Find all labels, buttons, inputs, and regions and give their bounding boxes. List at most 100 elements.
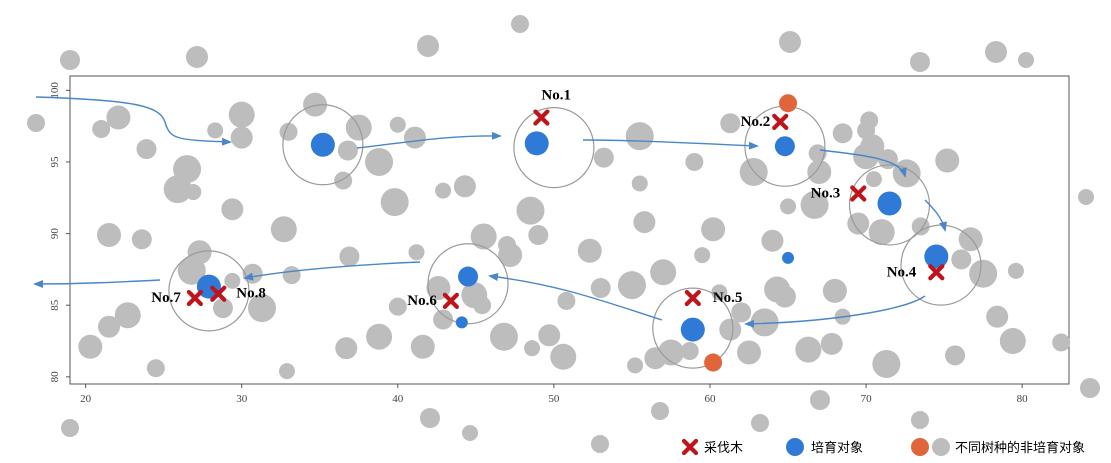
cut-tree-label: No.3 xyxy=(811,185,841,201)
cut-tree-mark xyxy=(533,109,550,126)
target-tree xyxy=(877,191,902,216)
background-tree xyxy=(651,402,669,420)
cut-tree-label: No.8 xyxy=(236,286,266,302)
background-tree xyxy=(847,212,870,235)
path-arrow xyxy=(356,131,502,149)
background-tree xyxy=(453,175,476,198)
background-tree xyxy=(511,15,529,33)
background-tree xyxy=(337,140,358,161)
background-tree xyxy=(1018,52,1034,68)
cut-tree-mark xyxy=(928,264,945,281)
background-tree xyxy=(408,244,425,261)
target-tree xyxy=(924,244,949,269)
background-tree xyxy=(550,343,577,370)
neighborhood-circle xyxy=(513,107,595,189)
path-arrow xyxy=(582,139,759,150)
path-arrow xyxy=(243,261,421,281)
background-tree xyxy=(627,357,644,374)
background-tree xyxy=(516,196,545,225)
background-tree xyxy=(650,259,677,286)
background-tree xyxy=(462,425,478,441)
background-tree xyxy=(1080,378,1100,398)
legend-other-symbol xyxy=(911,438,929,456)
background-tree xyxy=(810,390,830,410)
legend-cut-label: 采伐木 xyxy=(704,441,743,456)
background-tree xyxy=(910,52,930,72)
y-tick-label: 100 xyxy=(49,82,61,99)
background-tree xyxy=(737,340,762,365)
plot-frame xyxy=(69,75,1070,385)
background-tree xyxy=(969,259,998,288)
x-tick-label: 30 xyxy=(236,393,248,405)
background-tree xyxy=(247,294,276,323)
background-tree xyxy=(420,408,440,428)
background-tree xyxy=(282,266,301,285)
background-tree xyxy=(731,302,752,323)
background-tree xyxy=(751,414,769,432)
background-tree xyxy=(78,334,103,359)
background-tree xyxy=(986,305,1009,328)
background-tree xyxy=(820,332,843,355)
background-tree xyxy=(795,336,822,363)
background-tree xyxy=(106,105,131,130)
background-tree xyxy=(470,223,497,250)
background-tree xyxy=(185,184,202,201)
background-tree xyxy=(719,318,742,341)
path-arrow xyxy=(488,273,663,321)
neighborhood-circle xyxy=(427,243,509,325)
background-tree xyxy=(951,249,972,270)
x-tick-label: 50 xyxy=(548,393,560,405)
background-tree xyxy=(473,296,492,315)
background-tree xyxy=(911,411,929,429)
cut-tree-label: No.7 xyxy=(151,290,181,306)
background-tree xyxy=(177,256,206,285)
path-arrow xyxy=(924,199,947,232)
background-tree xyxy=(303,92,328,117)
background-tree xyxy=(800,190,829,219)
x-tick-label: 80 xyxy=(1017,393,1029,405)
y-tick-label: 95 xyxy=(49,156,61,168)
background-tree xyxy=(228,101,255,128)
background-tree xyxy=(388,297,407,316)
background-tree xyxy=(773,285,796,308)
background-tree xyxy=(97,223,122,248)
background-tree xyxy=(685,152,704,171)
background-tree xyxy=(1052,333,1071,352)
target-tree xyxy=(782,251,795,264)
background-tree xyxy=(807,159,832,184)
background-tree xyxy=(270,216,297,243)
legend-target-label: 培育对象 xyxy=(811,440,863,456)
background-tree xyxy=(433,309,454,330)
background-tree xyxy=(617,271,646,300)
background-tree xyxy=(221,198,244,221)
background-tree xyxy=(279,122,298,141)
cut-tree-label: No.5 xyxy=(713,290,743,306)
y-tick-label: 90 xyxy=(49,228,61,240)
neighborhood-circle xyxy=(168,250,250,332)
path-arrow xyxy=(33,279,161,288)
background-tree xyxy=(590,278,611,299)
background-tree xyxy=(832,123,853,144)
background-tree xyxy=(591,435,609,453)
background-tree xyxy=(366,323,393,350)
background-tree xyxy=(61,419,79,437)
x-tick-label: 70 xyxy=(861,393,873,405)
background-tree xyxy=(163,175,192,204)
y-axis: 80 85 90 95 100 xyxy=(49,82,70,382)
background-tree xyxy=(212,298,233,319)
background-tree xyxy=(98,315,121,338)
background-tree xyxy=(633,211,656,234)
background-tree xyxy=(278,363,295,380)
background-tree xyxy=(999,328,1026,355)
background-tree xyxy=(593,147,614,168)
background-tree xyxy=(701,217,726,242)
target-tree xyxy=(680,317,705,342)
cut-tree-layer xyxy=(186,109,945,310)
background-tree xyxy=(868,219,895,246)
background-tree xyxy=(186,46,208,68)
other-species-tree xyxy=(779,94,798,113)
cut-tree-label: No.4 xyxy=(887,264,917,280)
cut-tree-label: No.2 xyxy=(741,114,771,130)
